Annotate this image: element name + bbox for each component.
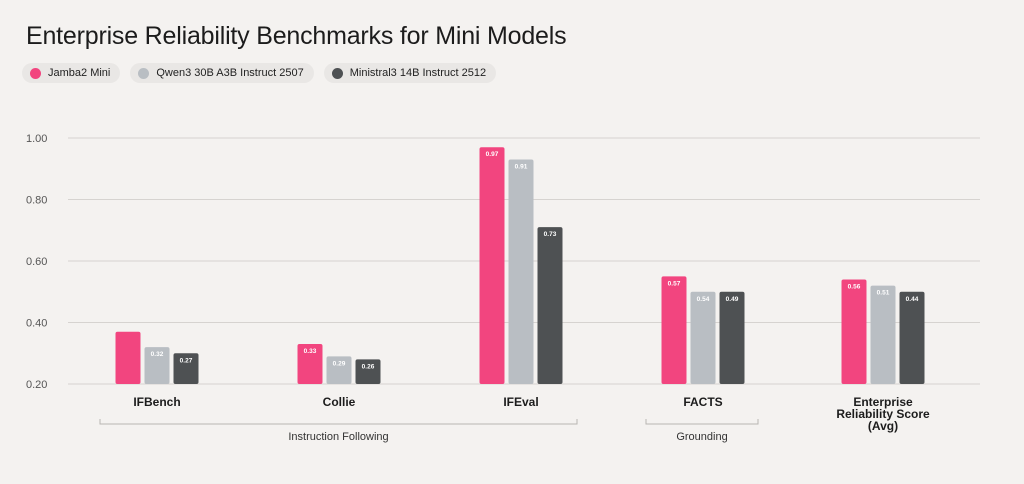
bar [899,291,925,384]
chart-title: Enterprise Reliability Benchmarks for Mi… [26,22,567,50]
bar-value-label: 0.44 [906,296,919,303]
bar-value-label: 0.26 [362,363,375,370]
legend-item-qwen3: Qwen3 30B A3B Instruct 2507 [130,63,314,83]
bar-value-label: 0.29 [333,360,346,367]
bar [841,279,867,384]
bar-value-label: 0.49 [726,296,739,303]
bar [719,291,745,384]
bar [144,347,170,384]
bar-value-label: 0.56 [848,283,861,290]
bar-value-label: 0.54 [697,296,710,303]
category-label: Enterprise [853,395,913,409]
bar [479,147,505,384]
legend-item-ministral3: Ministral3 14B Instruct 2512 [323,63,497,83]
bar [355,359,381,384]
legend-label-qwen3: Qwen3 30B A3B Instruct 2507 [156,67,304,79]
y-tick-label: 0.40 [26,318,47,330]
group-label: Grounding [676,431,727,443]
legend-item-jamba2-mini: Jamba2 Mini [22,63,121,83]
y-tick-label: 0.60 [26,256,47,268]
bar [115,331,141,384]
bar [661,276,687,384]
group-bracket [645,419,759,425]
legend-label-jamba2-mini: Jamba2 Mini [48,67,111,79]
legend: Jamba2 Mini Qwen3 30B A3B Instruct 2507 … [22,63,497,83]
category-label: Collie [323,395,356,409]
legend-swatch-jamba2-mini [30,67,41,79]
bar [297,344,323,384]
category-label: Reliability Score [836,407,930,421]
bar [508,159,534,384]
legend-swatch-qwen3 [138,67,150,79]
bar [537,227,563,384]
bar-value-label: 0.32 [151,351,164,358]
bar-value-label: 0.97 [486,151,499,158]
bar [173,353,199,384]
y-tick-label: 1.00 [26,133,47,145]
category-label: IFBench [133,395,180,409]
legend-swatch-ministral3 [331,67,343,79]
category-label: (Avg) [868,419,898,433]
bar-value-label: 0.57 [668,280,681,287]
bar-value-label: 0.33 [304,348,317,355]
bar-value-label: 0.73 [544,231,557,238]
bar [870,285,896,384]
bar-value-label: 0.51 [877,290,890,297]
group-label: Instruction Following [288,431,388,443]
category-label: IFEval [503,395,538,409]
y-tick-label: 0.20 [26,379,47,391]
bar [326,356,352,384]
group-bracket [99,419,578,425]
bar [690,291,716,384]
category-label: FACTS [683,395,722,409]
legend-label-ministral3: Ministral3 14B Instruct 2512 [349,67,487,79]
y-tick-label: 0.80 [26,195,47,207]
bar-value-label: 0.27 [180,357,193,364]
bar-value-label: 0.91 [515,164,528,171]
